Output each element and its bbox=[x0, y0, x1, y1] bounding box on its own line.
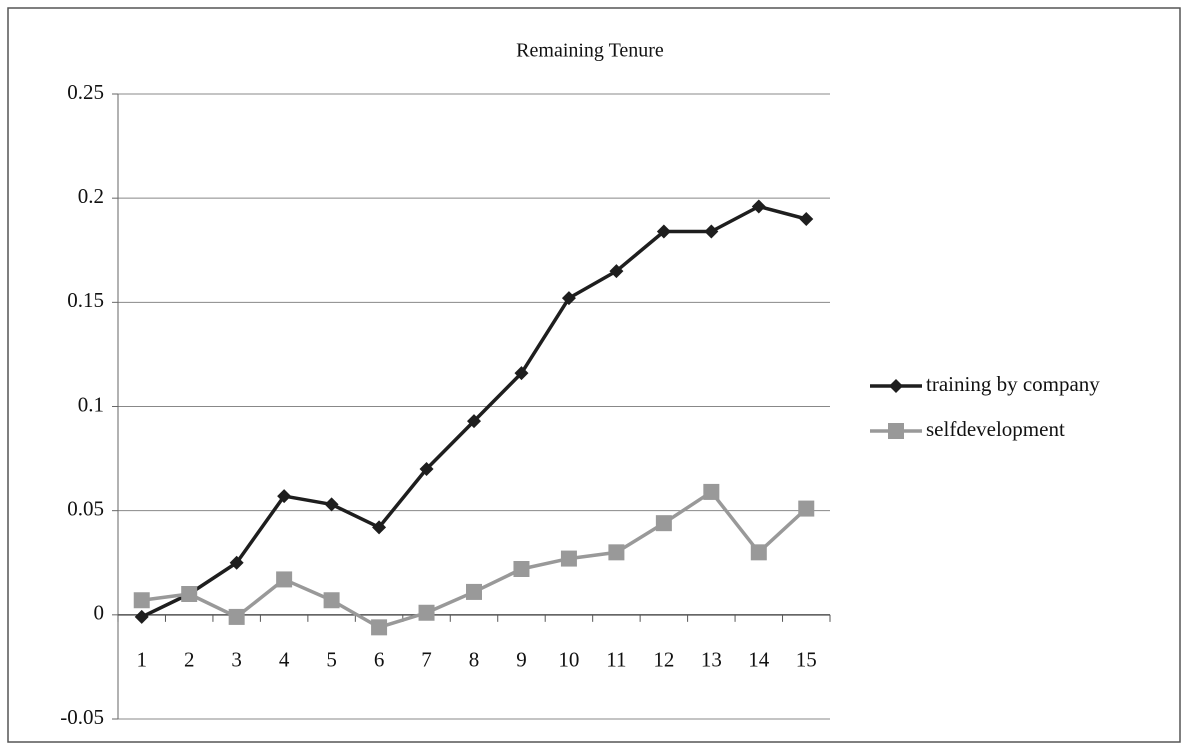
point bbox=[276, 571, 293, 588]
point bbox=[371, 619, 388, 636]
point bbox=[889, 379, 903, 393]
point bbox=[466, 583, 482, 600]
x-tick-label: 5 bbox=[326, 648, 337, 672]
point bbox=[513, 561, 530, 577]
y-tick-label: 0.2 bbox=[78, 184, 104, 208]
y-tick-label: 0.05 bbox=[67, 496, 104, 520]
point bbox=[888, 423, 904, 439]
x-tick-label: 11 bbox=[606, 648, 626, 672]
y-tick-label: 0 bbox=[94, 601, 105, 625]
x-tick-label: 4 bbox=[279, 648, 290, 672]
y-tick-label: 0.25 bbox=[67, 80, 104, 104]
x-tick-label: 2 bbox=[184, 648, 195, 672]
legend-label: training by company bbox=[926, 372, 1100, 396]
point bbox=[467, 414, 481, 429]
point bbox=[798, 500, 815, 517]
y-tick-label: -0.05 bbox=[60, 705, 104, 729]
point bbox=[704, 224, 719, 239]
point bbox=[750, 544, 767, 561]
chart-title: Remaining Tenure bbox=[516, 40, 664, 62]
point bbox=[608, 544, 625, 561]
point bbox=[323, 592, 340, 609]
point bbox=[228, 608, 245, 625]
y-tick-label: 0.1 bbox=[78, 392, 104, 416]
point bbox=[372, 520, 387, 535]
point bbox=[324, 497, 339, 512]
point bbox=[560, 550, 577, 567]
point bbox=[751, 199, 766, 214]
point bbox=[655, 515, 672, 532]
point bbox=[134, 609, 149, 624]
legend-label: selfdevelopment bbox=[926, 417, 1065, 441]
x-tick-label: 3 bbox=[231, 648, 242, 672]
x-tick-label: 12 bbox=[653, 648, 674, 672]
point bbox=[514, 366, 529, 381]
point bbox=[799, 212, 814, 226]
point bbox=[703, 483, 720, 500]
x-tick-label: 14 bbox=[748, 648, 770, 672]
x-tick-label: 7 bbox=[421, 648, 432, 672]
chart-frame bbox=[7, 7, 1181, 743]
x-tick-label: 1 bbox=[136, 648, 147, 672]
x-tick-label: 15 bbox=[796, 648, 817, 672]
point bbox=[656, 224, 671, 239]
point bbox=[418, 604, 435, 621]
x-tick-label: 10 bbox=[558, 648, 579, 672]
point bbox=[419, 462, 434, 476]
x-tick-label: 8 bbox=[469, 648, 480, 672]
point bbox=[277, 489, 292, 504]
x-tick-label: 13 bbox=[701, 648, 722, 672]
point bbox=[561, 291, 576, 306]
point bbox=[229, 555, 244, 570]
point bbox=[133, 592, 150, 609]
point bbox=[181, 586, 198, 602]
point bbox=[609, 264, 624, 279]
x-tick-label: 9 bbox=[516, 648, 527, 672]
x-tick-label: 6 bbox=[374, 648, 385, 672]
y-tick-label: 0.15 bbox=[67, 288, 104, 312]
